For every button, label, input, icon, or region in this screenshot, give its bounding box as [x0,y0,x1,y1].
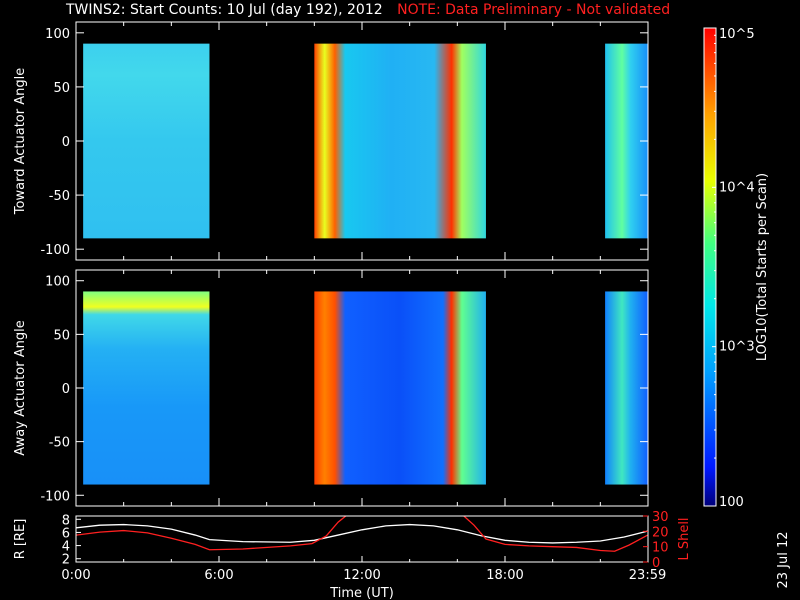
orbit-ytick-right-label: 10 [652,541,669,556]
chart-title-note: NOTE: Data Preliminary - Not validated [397,2,671,18]
toward-ylabel: Toward Actuator Angle [13,68,28,215]
orbit-lshell-line [76,516,648,552]
orbit-ytick-left-label: 2 [62,553,70,568]
orbit-ytick-right-label: 0 [652,556,660,571]
orbit-ylabel-right: L Shell [677,517,692,560]
orbit-xlabel: Time (UT) [329,586,394,600]
orbit-r-line [76,523,648,544]
orbit-ytick-left-label: 6 [62,526,70,541]
toward-data-block [314,43,486,239]
colorbar-gradient [703,27,717,507]
colorbar-tick-label: 10^5 [719,27,755,42]
colorbar-tick-label: 10^4 [719,180,755,195]
toward-ytick-label: 100 [45,27,70,42]
orbit-ytick-right-label: 30 [652,510,669,525]
toward-ytick-label: -50 [49,189,70,204]
orbit-xtick-label: 23:59 [629,568,666,583]
away-data-block [83,291,210,485]
orbit-xtick-label: 0:00 [61,568,90,583]
away-ytick-label: -50 [49,436,70,451]
orbit-ytick-right-label: 20 [652,525,669,540]
toward-ytick-label: -100 [40,243,70,258]
orbit-frame [75,515,649,563]
orbit-ytick-left-label: 4 [62,540,70,555]
colorbar-tick-label: 10^3 [719,340,755,355]
orbit-xtick-label: 12:00 [343,568,380,583]
toward-ytick-label: 50 [53,81,70,96]
orbit-xtick-label: 6:00 [204,568,233,583]
away-ytick-label: 100 [45,275,70,290]
away-data-block [314,291,486,485]
chart-title: TWINS2: Start Counts: 10 Jul (day 192), … [66,2,670,18]
orbit-ytick-left-label: 8 [62,513,70,528]
away-ytick-label: -100 [40,489,70,504]
colorbar-tick-label: 100 [719,495,744,510]
toward-ytick-label: 0 [62,135,70,150]
orbit-xtick-label: 18:00 [486,568,523,583]
colorbar-label: LOG10(Total Starts per Scan) [755,173,770,361]
chart-title-main: TWINS2: Start Counts: 10 Jul (day 192), … [66,2,383,18]
toward-data-block [83,43,210,239]
away-ylabel: Away Actuator Angle [13,320,28,455]
away-ytick-label: 50 [53,328,70,343]
date-stamp: 23 Jul 12 [776,531,791,588]
orbit-ylabel-left: R [RE] [13,519,28,560]
away-ytick-label: 0 [62,382,70,397]
